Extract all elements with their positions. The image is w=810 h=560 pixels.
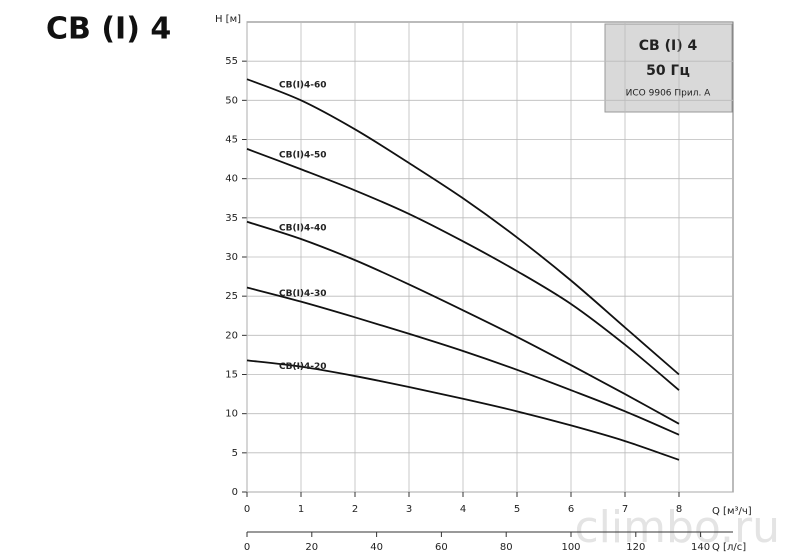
- curve: [246, 78, 680, 376]
- y-tick-label: 0: [232, 487, 238, 498]
- curve-label: CB(I)4-60: [279, 81, 327, 91]
- y-tick-label: 40: [225, 174, 238, 185]
- y-tick-label: 10: [225, 409, 238, 420]
- x-tick-label: 7: [622, 504, 628, 515]
- info-line2: 50 Гц: [646, 63, 690, 79]
- x2-tick-label: 80: [500, 542, 513, 553]
- curve-label: CB(I)4-50: [279, 150, 327, 160]
- y-tick-label: 35: [225, 213, 238, 224]
- curve-label: CB(I)4-20: [279, 362, 327, 372]
- y-tick-label: 55: [225, 56, 238, 67]
- page-title: CB (I) 4: [46, 12, 171, 47]
- x-tick-label: 6: [568, 504, 574, 515]
- y-tick-label: 25: [225, 291, 238, 302]
- x2-tick-label: 140: [691, 542, 710, 553]
- y-tick-label: 20: [225, 330, 238, 341]
- x2-tick-label: 0: [244, 542, 250, 553]
- curve: [246, 148, 680, 391]
- x2-tick-label: 20: [305, 542, 318, 553]
- x-tick-label: 4: [460, 504, 466, 515]
- x-tick-label: 8: [676, 504, 682, 515]
- info-line1: CB (I) 4: [639, 38, 698, 54]
- y-tick-label: 5: [232, 448, 238, 459]
- curve: [246, 359, 680, 461]
- curve: [246, 286, 680, 436]
- y-tick-label: 30: [225, 252, 238, 263]
- curve: [246, 220, 680, 425]
- x2-tick-label: 120: [626, 542, 645, 553]
- y-tick-label: 15: [225, 370, 238, 381]
- x-tick-label: 3: [406, 504, 412, 515]
- x-axis-label: Q [м³/ч]: [712, 506, 752, 517]
- y-axis-label: H [м]: [215, 14, 241, 25]
- x2-tick-label: 40: [370, 542, 383, 553]
- x-tick-label: 5: [514, 504, 520, 515]
- x-tick-label: 1: [298, 504, 304, 515]
- x2-axis-label: Q [л/с]: [712, 542, 746, 553]
- curve-label: CB(I)4-40: [279, 223, 327, 233]
- x-tick-label: 0: [244, 504, 250, 515]
- x2-tick-label: 100: [561, 542, 580, 553]
- x-tick-label: 2: [352, 504, 358, 515]
- info-line3: ИСО 9906 Прил. А: [626, 89, 712, 99]
- y-tick-label: 45: [225, 135, 238, 146]
- y-tick-label: 50: [225, 95, 238, 106]
- x2-tick-label: 60: [435, 542, 448, 553]
- info-box: [604, 23, 733, 113]
- curve-label: CB(I)4-30: [279, 289, 327, 299]
- watermark: climbo.ru: [574, 502, 780, 553]
